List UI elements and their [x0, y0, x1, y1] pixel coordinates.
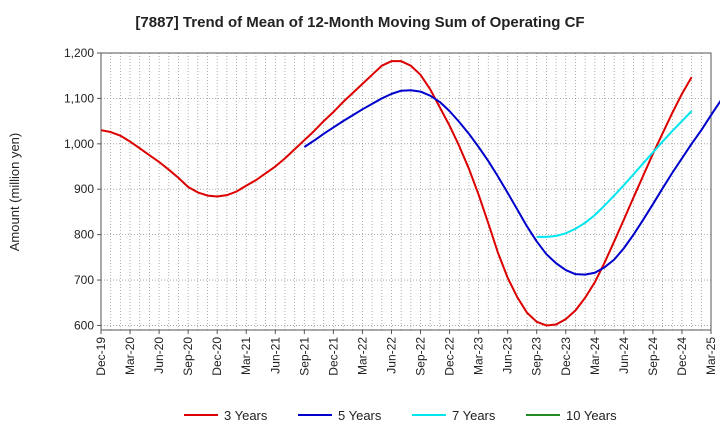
x-tick-label: Mar-23: [472, 337, 486, 375]
series-line-7-years: [536, 110, 693, 238]
x-tick-label: Mar-25: [704, 337, 718, 375]
chart-title: [7887] Trend of Mean of 12-Month Moving …: [135, 14, 585, 31]
grid-layer: [101, 52, 711, 330]
x-tick-label: Mar-21: [239, 337, 253, 375]
y-tick-label: 600: [74, 318, 94, 332]
legend-label: 10 Years: [566, 408, 617, 423]
x-tick-label: Jun-24: [617, 337, 631, 374]
y-tick-label: 1,100: [64, 91, 94, 105]
x-tick-label: Dec-22: [443, 337, 457, 376]
x-axis: Dec-19 Mar-20 Jun-20 Sep-20 Dec-20 Mar-21 Jun-…: [94, 330, 718, 376]
x-tick-label: Jun-20: [152, 337, 166, 374]
x-tick-label: Dec-19: [94, 337, 108, 376]
y-axis-title: Amount (million yen): [7, 133, 22, 252]
y-tick-label: 1,000: [64, 137, 94, 151]
legend-label: 3 Years: [224, 408, 268, 423]
series-line-3-years: [100, 60, 693, 327]
x-tick-label: Dec-24: [675, 337, 689, 376]
x-tick-label: Sep-21: [297, 337, 311, 376]
x-tick-label: Jun-21: [268, 337, 282, 374]
y-tick-label: 800: [74, 228, 94, 242]
x-tick-label: Jun-22: [384, 337, 398, 374]
x-tick-label: Sep-24: [646, 337, 660, 376]
legend: 3 Years 5 Years 7 Years 10 Years: [184, 408, 617, 423]
x-tick-label: Dec-20: [210, 337, 224, 376]
y-tick-label: 1,200: [64, 46, 94, 60]
series-line-5-years: [303, 89, 720, 276]
y-axis: 600 700 800 900 1,000 1,100 1,200: [64, 46, 101, 332]
series-layer: [100, 60, 720, 327]
x-tick-label: Dec-21: [326, 337, 340, 376]
legend-label: 5 Years: [338, 408, 382, 423]
x-tick-label: Mar-24: [588, 337, 602, 375]
x-tick-label: Dec-23: [559, 337, 573, 376]
y-tick-label: 900: [74, 182, 94, 196]
legend-label: 7 Years: [452, 408, 496, 423]
y-tick-label: 700: [74, 273, 94, 287]
x-tick-label: Sep-22: [414, 337, 428, 376]
x-tick-label: Sep-23: [530, 337, 544, 376]
plot-frame: [100, 52, 712, 331]
x-tick-label: Sep-20: [181, 337, 195, 376]
x-tick-label: Mar-20: [123, 337, 137, 375]
x-tick-label: Jun-23: [501, 337, 515, 374]
x-tick-label: Mar-22: [355, 337, 369, 375]
